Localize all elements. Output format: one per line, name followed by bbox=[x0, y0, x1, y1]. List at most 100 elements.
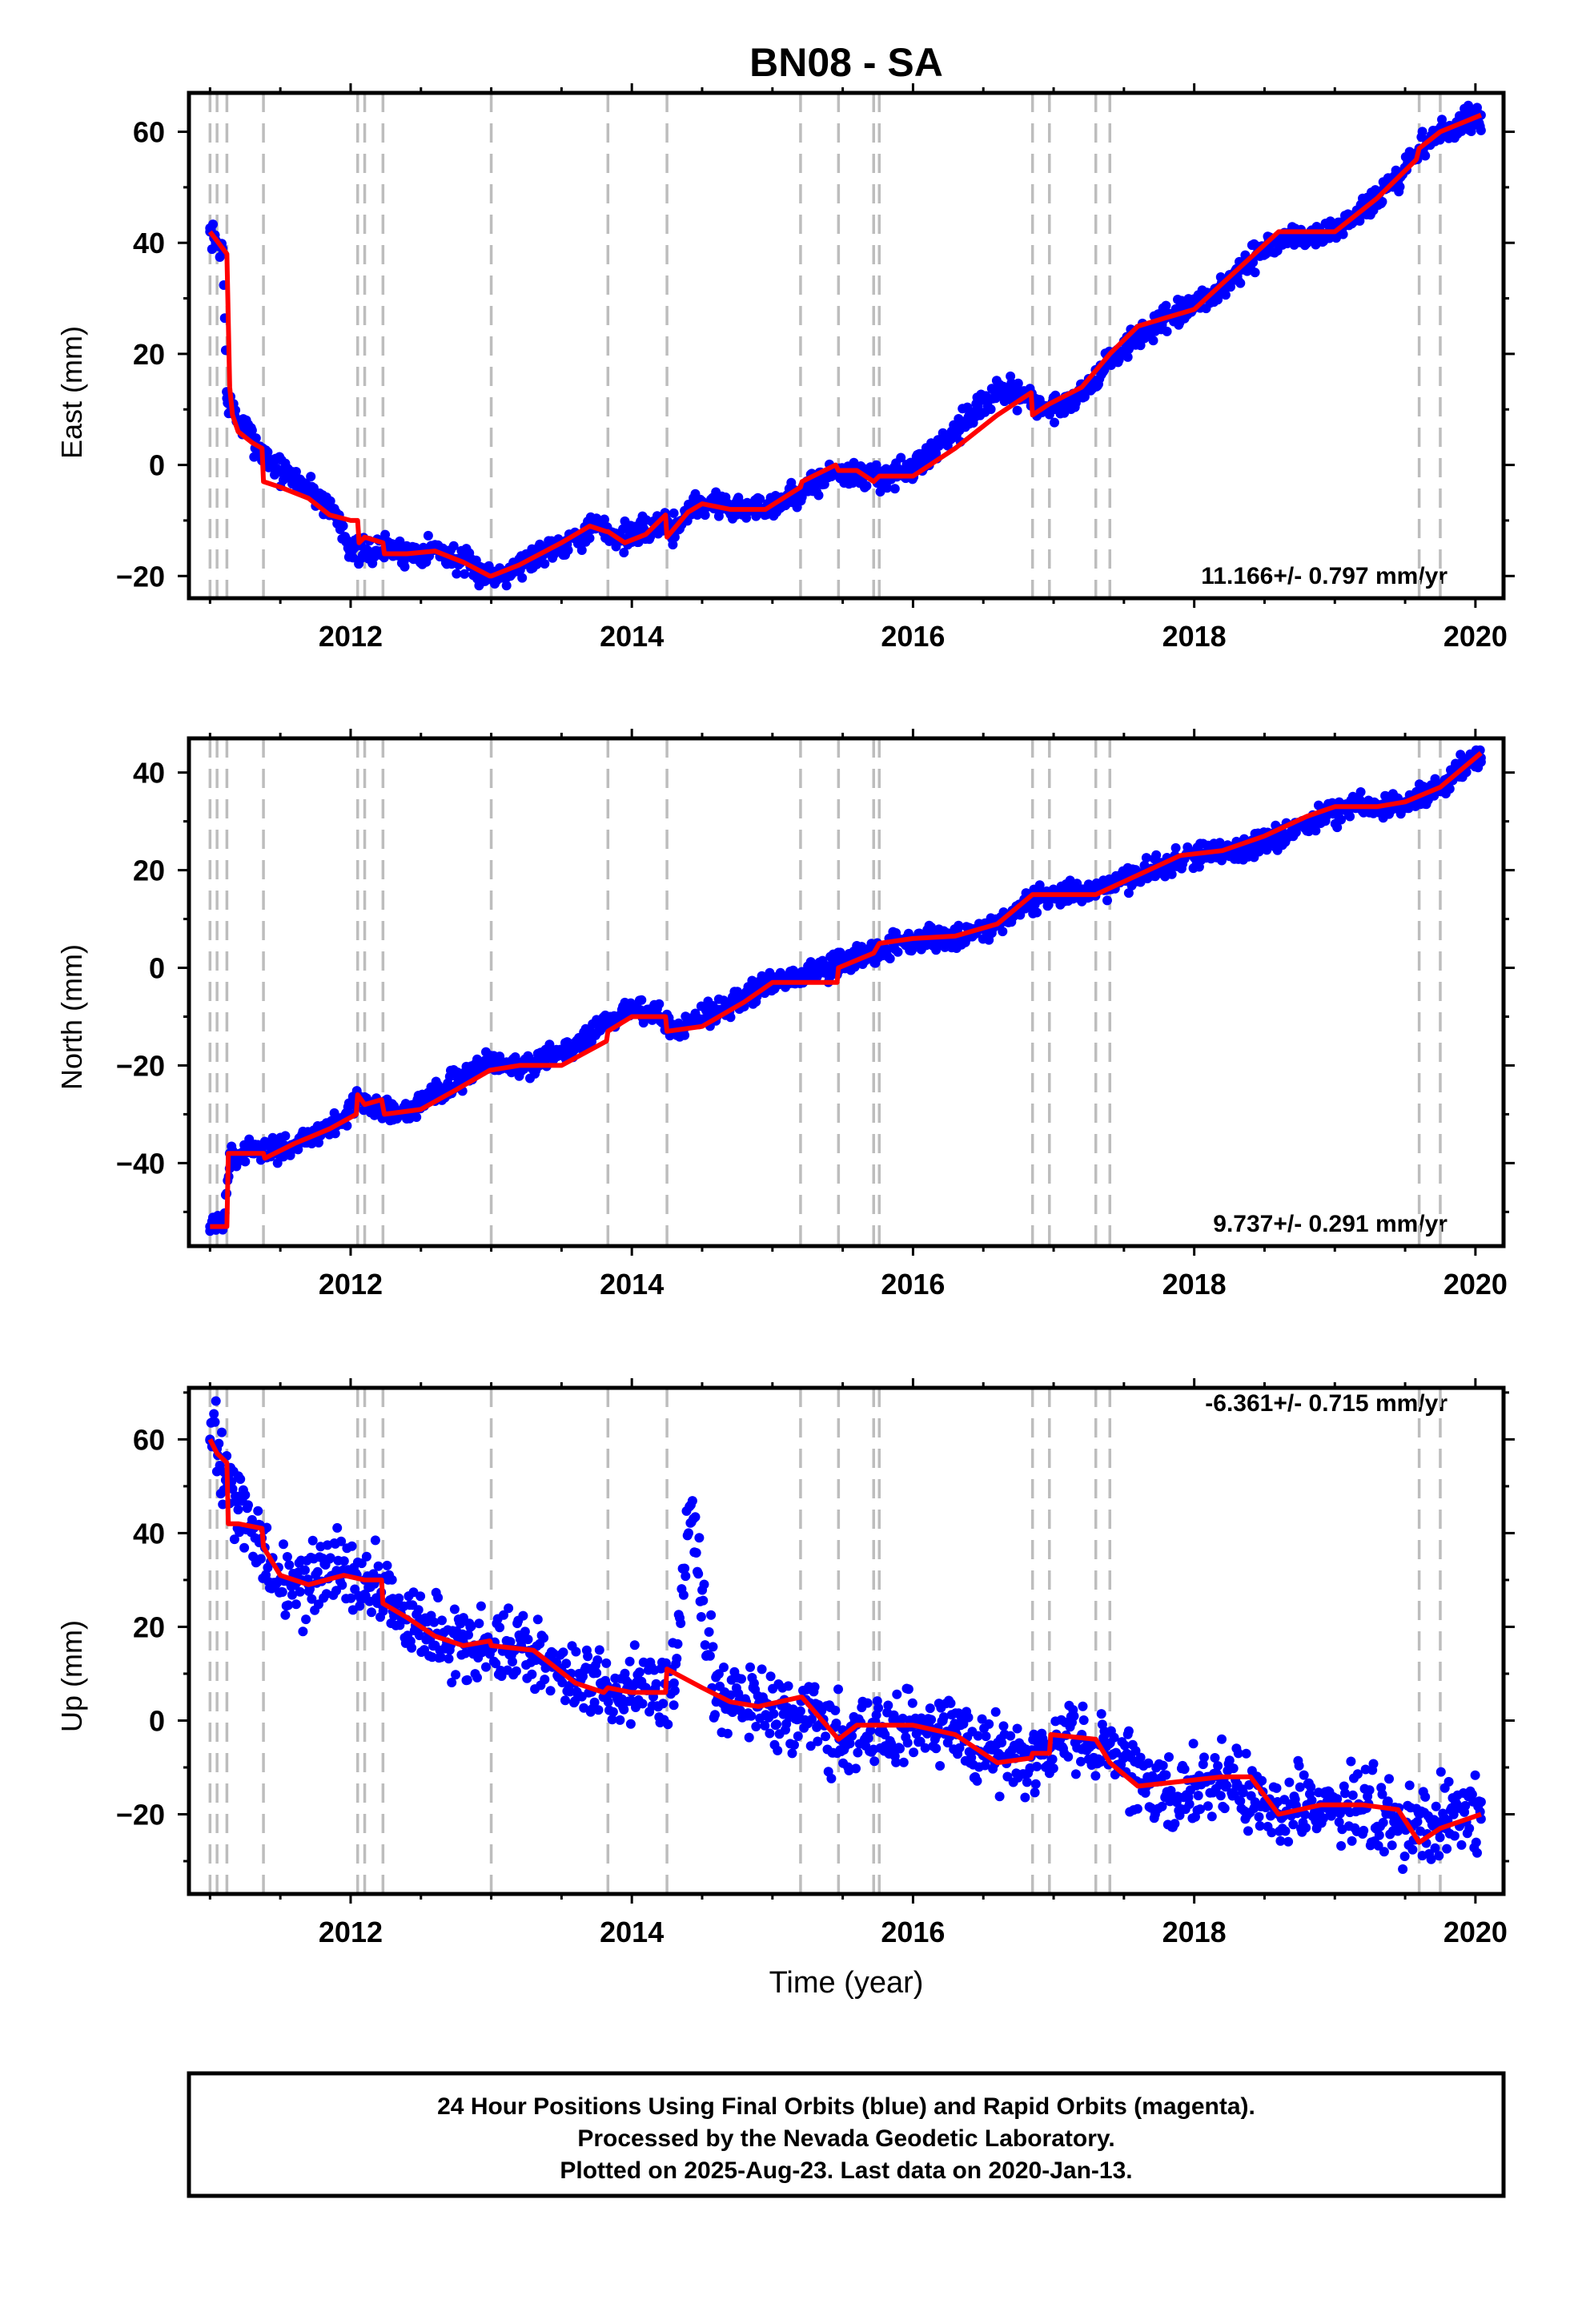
up-data-point bbox=[690, 1512, 701, 1522]
up-data-point bbox=[851, 1763, 861, 1774]
east-data-point bbox=[1308, 232, 1319, 243]
east-data-point bbox=[275, 465, 286, 476]
up-data-point bbox=[291, 1599, 301, 1610]
up-data-point bbox=[651, 1679, 661, 1689]
north-y-tick-label: 20 bbox=[133, 854, 165, 887]
east-data-point bbox=[501, 581, 512, 591]
up-data-point bbox=[1207, 1811, 1217, 1822]
up-data-point bbox=[1398, 1864, 1408, 1874]
up-data-point bbox=[672, 1654, 682, 1663]
up-data-point bbox=[416, 1591, 426, 1602]
up-data-point bbox=[1460, 1800, 1471, 1811]
north-data-point bbox=[1123, 888, 1134, 899]
up-data-point bbox=[926, 1715, 937, 1725]
up-data-point bbox=[1407, 1844, 1418, 1855]
east-y-tick-label: 20 bbox=[133, 338, 165, 371]
up-data-point bbox=[347, 1541, 357, 1551]
east-data-point bbox=[517, 573, 528, 583]
up-data-point bbox=[830, 1705, 841, 1715]
up-data-point bbox=[1443, 1776, 1454, 1787]
east-data-point bbox=[1355, 215, 1365, 226]
up-data-point bbox=[301, 1614, 311, 1625]
up-data-point bbox=[773, 1745, 783, 1755]
up-data-point bbox=[813, 1736, 823, 1747]
east-data-point bbox=[576, 545, 587, 555]
up-data-point bbox=[765, 1728, 775, 1739]
north-y-tick-label: −20 bbox=[116, 1049, 165, 1082]
east-data-point bbox=[1476, 125, 1486, 135]
up-data-point bbox=[589, 1697, 600, 1707]
up-axis-label: Up (mm) bbox=[55, 1620, 88, 1732]
up-data-point bbox=[1470, 1770, 1480, 1780]
up-plot-frame bbox=[187, 1385, 1506, 1896]
up-data-point bbox=[873, 1703, 884, 1713]
up-data-point bbox=[994, 1791, 1005, 1802]
up-data-point bbox=[407, 1642, 417, 1653]
up-data-point bbox=[233, 1505, 243, 1515]
east-data-point bbox=[700, 510, 710, 521]
east-x-tick-label: 2020 bbox=[1443, 620, 1508, 653]
up-data-point bbox=[1219, 1803, 1230, 1814]
up-data-point bbox=[821, 1731, 831, 1742]
north-data-point bbox=[627, 1002, 637, 1012]
up-data-point bbox=[520, 1626, 530, 1637]
up-data-point bbox=[963, 1712, 974, 1723]
up-data-point bbox=[722, 1728, 733, 1739]
up-data-point bbox=[1377, 1789, 1387, 1799]
up-data-point bbox=[891, 1757, 901, 1767]
north-data-point bbox=[654, 999, 665, 1009]
up-data-point bbox=[809, 1682, 820, 1692]
up-data-point bbox=[1047, 1754, 1058, 1764]
up-data-point bbox=[1111, 1747, 1121, 1758]
up-data-point bbox=[1332, 1794, 1343, 1804]
up-data-point bbox=[511, 1666, 521, 1676]
up-data-point bbox=[1238, 1787, 1248, 1798]
north-data-point bbox=[998, 927, 1008, 937]
north-data-point bbox=[1345, 811, 1355, 822]
up-data-point bbox=[1120, 1740, 1130, 1751]
up-y-tick-label: 40 bbox=[133, 1517, 165, 1550]
up-data-point bbox=[760, 1720, 770, 1731]
east-y-tick-label: −20 bbox=[116, 560, 165, 593]
up-data-point bbox=[332, 1522, 343, 1533]
up-data-point bbox=[1130, 1746, 1141, 1756]
up-data-point bbox=[1378, 1817, 1388, 1827]
up-data-point bbox=[607, 1715, 617, 1725]
east-axis-label: East (mm) bbox=[55, 326, 88, 459]
up-data-point bbox=[437, 1615, 447, 1626]
up-data-point bbox=[583, 1651, 593, 1662]
up-data-point bbox=[973, 1731, 983, 1741]
up-data-point bbox=[713, 1669, 724, 1679]
up-data-point bbox=[1255, 1821, 1265, 1831]
up-data-point bbox=[772, 1719, 781, 1730]
east-data-point bbox=[1162, 326, 1172, 336]
east-data-point bbox=[668, 540, 678, 550]
up-data-point bbox=[1364, 1785, 1375, 1795]
up-data-point bbox=[1340, 1788, 1350, 1799]
north-plot-area bbox=[205, 738, 1486, 1246]
up-data-point bbox=[413, 1605, 424, 1615]
up-data-point bbox=[505, 1637, 516, 1647]
north-data-point bbox=[885, 954, 895, 963]
up-data-point bbox=[1254, 1811, 1264, 1822]
chart-title: BN08 - SA bbox=[749, 40, 943, 85]
north-y-tick-label: 0 bbox=[149, 952, 165, 985]
up-data-point bbox=[1334, 1817, 1344, 1827]
up-data-point bbox=[466, 1621, 476, 1631]
east-data-point bbox=[1377, 196, 1387, 207]
east-x-tick-label: 2016 bbox=[881, 620, 945, 653]
up-x-tick-label: 2018 bbox=[1162, 1916, 1227, 1948]
up-data-point bbox=[601, 1658, 612, 1668]
up-data-point bbox=[795, 1706, 805, 1716]
east-data-point bbox=[291, 467, 301, 476]
up-data-point bbox=[634, 1667, 644, 1678]
up-data-point bbox=[1203, 1801, 1213, 1811]
up-data-point bbox=[346, 1593, 356, 1603]
up-data-point bbox=[229, 1534, 239, 1545]
east-x-tick-label: 2018 bbox=[1162, 620, 1227, 653]
up-data-point bbox=[491, 1659, 501, 1669]
up-data-point bbox=[387, 1574, 397, 1585]
north-x-tick-label: 2014 bbox=[600, 1268, 664, 1301]
up-data-point bbox=[1319, 1813, 1329, 1823]
east-data-point bbox=[540, 559, 550, 569]
